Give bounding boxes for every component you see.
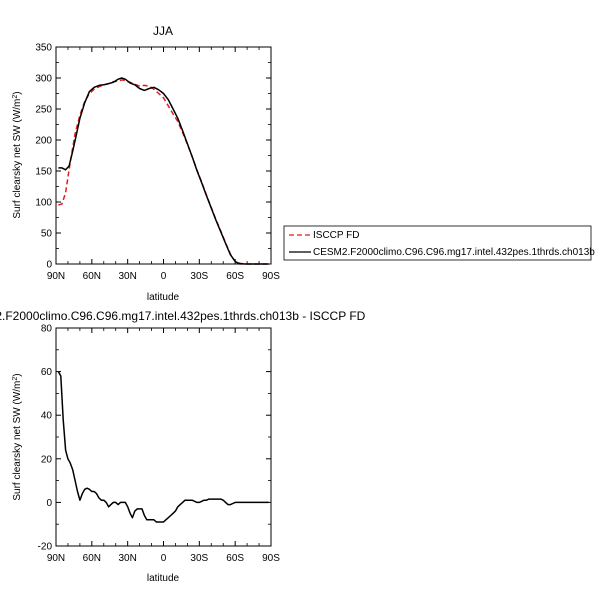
- x-tick-label: 30S: [190, 271, 208, 282]
- y-tick-label: 350: [35, 43, 52, 54]
- y-tick-label: 20: [41, 454, 53, 465]
- chart-panel-top: JJA 90N 60N 30N 0 30S 60S 90S 0 50 100 150 200 250 30…: [12, 24, 281, 303]
- y-axis-title: Surf clearsky net SW (W/m2): [12, 373, 24, 500]
- panel-title: CESM2.F2000climo.C96.C96.mg17.intel.432p…: [0, 309, 366, 323]
- x-tick-label: 30N: [118, 553, 136, 564]
- series-line-model: [57, 371, 269, 523]
- x-tick-label: 90S: [262, 271, 280, 282]
- x-tick-label: 60S: [226, 553, 244, 564]
- series-line-model: [58, 77, 269, 265]
- legend-entry-obs: ISCCP FD: [313, 230, 360, 241]
- y-tick-label: 200: [35, 136, 52, 147]
- x-tick-label: 90S: [262, 553, 280, 564]
- x-tick-label: 60N: [83, 553, 101, 564]
- y-tick-label: 0: [46, 260, 52, 271]
- x-tick-label: 60N: [83, 271, 101, 282]
- x-tick-label: 0: [161, 553, 167, 564]
- x-tick-label: 30S: [190, 553, 208, 564]
- legend-entry-model: CESM2.F2000climo.C96.C96.mg17.intel.432p…: [313, 247, 595, 258]
- y-tick-label: 50: [41, 229, 53, 240]
- y-tick-label: 150: [35, 167, 52, 178]
- y-axis-title: Surf clearsky net SW (W/m2): [12, 91, 24, 218]
- legend-box: [283, 225, 592, 261]
- legend: ISCCP FD CESM2.F2000climo.C96.C96.mg17.i…: [283, 225, 595, 261]
- x-tick-label: 30N: [118, 271, 136, 282]
- x-axis-title: latitude: [147, 292, 180, 303]
- y-tick-label: 0: [46, 498, 52, 509]
- plot-area: 90N 60N 30N 0 30S 60S 90S 0 50 100 150 200 250 300 350: [35, 43, 280, 283]
- series-line-obs: [58, 79, 269, 265]
- plot-frame: [55, 46, 272, 265]
- plot-area: 90N 60N 30N 0 30S 60S 90S -20 0 20 40 60 80: [38, 324, 281, 565]
- plot-frame: [55, 327, 272, 547]
- x-tick-label: 90N: [47, 553, 65, 564]
- x-tick-label: 60S: [226, 271, 244, 282]
- x-axis-title: latitude: [147, 573, 180, 584]
- y-tick-label: 60: [41, 367, 53, 378]
- chart-panel-bottom: CESM2.F2000climo.C96.C96.mg17.intel.432p…: [0, 309, 366, 584]
- y-tick-label: 40: [41, 411, 53, 422]
- y-tick-label: 100: [35, 198, 52, 209]
- y-tick-label: 80: [41, 324, 53, 335]
- panel-title: JJA: [153, 24, 173, 38]
- x-tick-label: 90N: [47, 271, 65, 282]
- x-tick-label: 0: [161, 271, 167, 282]
- y-tick-label: 250: [35, 105, 52, 116]
- y-tick-label: -20: [38, 542, 53, 553]
- y-tick-label: 300: [35, 74, 52, 85]
